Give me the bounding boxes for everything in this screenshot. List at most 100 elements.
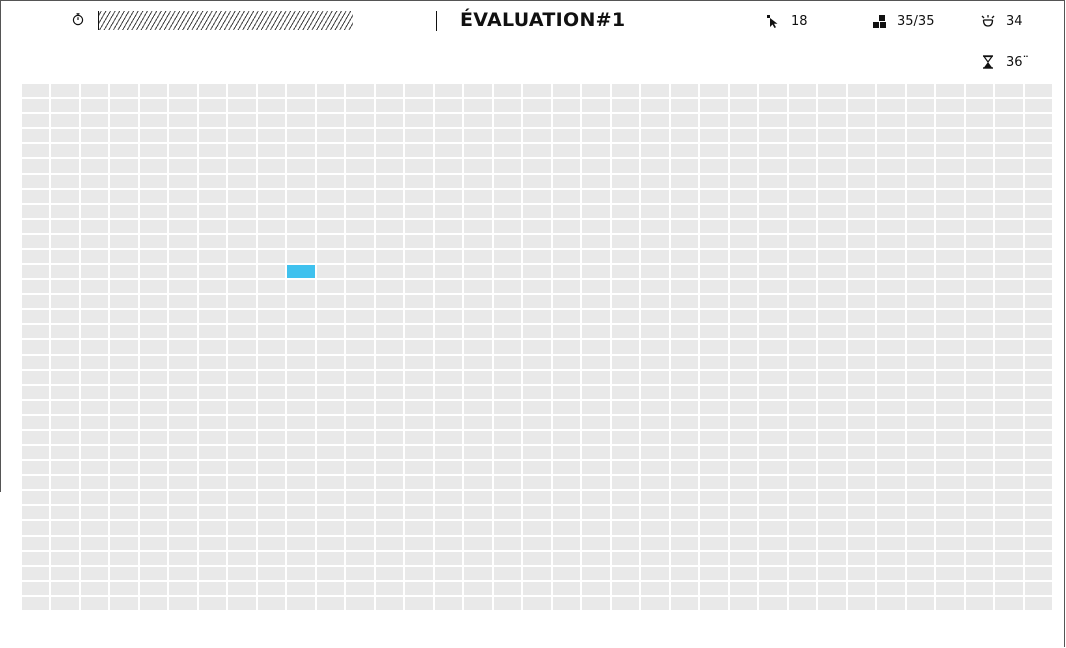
board-tile[interactable] xyxy=(228,581,256,595)
board-tile[interactable] xyxy=(670,476,699,490)
board-tile[interactable] xyxy=(788,114,817,128)
board-tile[interactable] xyxy=(995,566,1023,580)
board-tile[interactable] xyxy=(80,159,109,173)
board-tile[interactable] xyxy=(434,536,463,550)
board-tile[interactable] xyxy=(729,581,758,595)
board-tile[interactable] xyxy=(51,355,79,369)
board-tile[interactable] xyxy=(464,129,492,143)
board-tile[interactable] xyxy=(995,596,1023,610)
board-tile[interactable] xyxy=(700,114,728,128)
board-tile[interactable] xyxy=(493,99,522,113)
board-tile[interactable] xyxy=(198,129,227,143)
board-tile[interactable] xyxy=(965,340,994,354)
board-tile[interactable] xyxy=(641,415,669,429)
board-tile[interactable] xyxy=(434,174,463,188)
board-tile[interactable] xyxy=(22,204,50,218)
board-tile[interactable] xyxy=(51,249,79,264)
board-tile[interactable] xyxy=(523,461,551,475)
board-tile[interactable] xyxy=(582,581,610,595)
board-tile[interactable] xyxy=(582,430,610,445)
board-tile[interactable] xyxy=(22,551,50,565)
board-tile[interactable] xyxy=(51,596,79,610)
board-tile[interactable] xyxy=(346,521,374,535)
board-tile[interactable] xyxy=(51,234,79,248)
board-tile[interactable] xyxy=(788,536,817,550)
board-tile[interactable] xyxy=(434,340,463,354)
board-tile[interactable] xyxy=(464,325,492,339)
board-tile[interactable] xyxy=(759,310,787,324)
board-tile[interactable] xyxy=(405,400,433,414)
board-tile[interactable] xyxy=(169,144,197,158)
board-tile[interactable] xyxy=(582,596,610,610)
board-tile[interactable] xyxy=(906,219,935,233)
board-tile[interactable] xyxy=(493,551,522,565)
board-tile[interactable] xyxy=(257,265,286,279)
board-tile[interactable] xyxy=(995,551,1023,565)
board-tile[interactable] xyxy=(434,551,463,565)
board-tile[interactable] xyxy=(965,219,994,233)
board-tile[interactable] xyxy=(906,204,935,218)
board-tile[interactable] xyxy=(729,506,758,520)
board-tile[interactable] xyxy=(582,521,610,535)
board-tile[interactable] xyxy=(198,461,227,475)
board-tile[interactable] xyxy=(877,491,905,505)
board-tile[interactable] xyxy=(169,204,197,218)
board-tile[interactable] xyxy=(729,129,758,143)
board-tile[interactable] xyxy=(22,461,50,475)
board-tile[interactable] xyxy=(582,340,610,354)
board-tile[interactable] xyxy=(198,385,227,399)
board-tile[interactable] xyxy=(906,506,935,520)
board-tile[interactable] xyxy=(641,249,669,264)
board-tile[interactable] xyxy=(316,430,345,445)
board-tile[interactable] xyxy=(228,280,256,294)
board-tile[interactable] xyxy=(936,430,964,445)
board-tile[interactable] xyxy=(257,491,286,505)
board-tile[interactable] xyxy=(493,400,522,414)
board-tile[interactable] xyxy=(169,129,197,143)
board-tile[interactable] xyxy=(759,219,787,233)
board-tile[interactable] xyxy=(316,295,345,309)
board-tile[interactable] xyxy=(818,99,846,113)
board-tile[interactable] xyxy=(287,174,315,188)
board-tile[interactable] xyxy=(405,355,433,369)
board-tile[interactable] xyxy=(670,340,699,354)
board-tile[interactable] xyxy=(700,219,728,233)
board-tile[interactable] xyxy=(493,461,522,475)
board-tile[interactable] xyxy=(80,129,109,143)
board-tile[interactable] xyxy=(759,400,787,414)
board-tile[interactable] xyxy=(611,129,640,143)
board-tile[interactable] xyxy=(700,400,728,414)
board-tile[interactable] xyxy=(729,551,758,565)
board-tile[interactable] xyxy=(906,551,935,565)
board-tile[interactable] xyxy=(670,219,699,233)
board-tile[interactable] xyxy=(110,566,138,580)
board-tile[interactable] xyxy=(493,536,522,550)
board-tile[interactable] xyxy=(936,189,964,203)
board-tile[interactable] xyxy=(788,385,817,399)
board-tile[interactable] xyxy=(523,355,551,369)
board-tile[interactable] xyxy=(670,265,699,279)
board-tile[interactable] xyxy=(523,189,551,203)
board-tile[interactable] xyxy=(641,144,669,158)
board-tile[interactable] xyxy=(995,581,1023,595)
board-tile[interactable] xyxy=(936,566,964,580)
board-tile[interactable] xyxy=(51,295,79,309)
board-tile[interactable] xyxy=(936,219,964,233)
board-tile[interactable] xyxy=(552,174,581,188)
board-tile[interactable] xyxy=(995,536,1023,550)
board-tile[interactable] xyxy=(464,370,492,384)
board-tile[interactable] xyxy=(700,295,728,309)
board-tile[interactable] xyxy=(847,249,876,264)
board-tile[interactable] xyxy=(877,506,905,520)
board-tile[interactable] xyxy=(493,219,522,233)
board-tile[interactable] xyxy=(818,340,846,354)
board-tile[interactable] xyxy=(759,129,787,143)
board-tile[interactable] xyxy=(818,325,846,339)
board-tile[interactable] xyxy=(729,521,758,535)
board-tile[interactable] xyxy=(316,521,345,535)
board-tile[interactable] xyxy=(847,189,876,203)
board-tile[interactable] xyxy=(405,84,433,98)
board-tile[interactable] xyxy=(287,189,315,203)
board-tile[interactable] xyxy=(523,370,551,384)
board-tile[interactable] xyxy=(464,566,492,580)
